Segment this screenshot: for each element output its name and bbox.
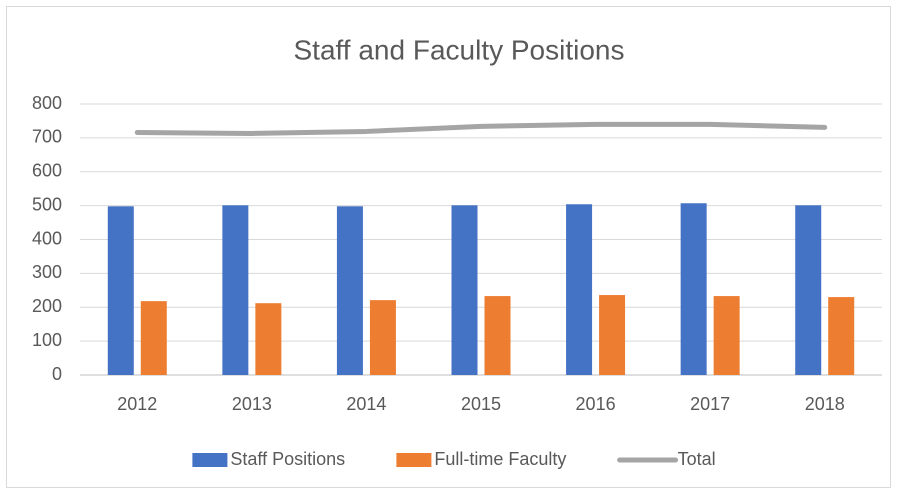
legend-label: Total [678,449,716,469]
legend-swatch [192,453,228,467]
y-tick-label: 0 [52,364,62,384]
bar [713,296,740,375]
y-tick-label: 200 [32,296,62,316]
y-tick-label: 600 [32,161,62,181]
bar [566,204,593,375]
x-tick-label: 2015 [461,394,501,414]
y-tick-label: 500 [32,194,62,214]
x-tick-label: 2016 [576,394,616,414]
chart-border [6,6,891,488]
bar [222,205,249,375]
y-tick-label: 300 [32,262,62,282]
legend-swatch [396,453,432,467]
legend-label: Staff Positions [230,449,345,469]
bar [336,206,363,375]
bar [828,297,855,375]
bar [795,205,822,375]
bar [255,303,282,375]
bar [107,206,134,375]
x-tick-label: 2012 [117,394,157,414]
x-tick-label: 2014 [346,394,386,414]
x-tick-label: 2018 [805,394,845,414]
y-tick-label: 700 [32,127,62,147]
x-tick-label: 2017 [690,394,730,414]
bar [369,300,396,375]
bar [140,301,167,375]
legend-label: Full-time Faculty [434,449,566,469]
bar [599,295,626,375]
line [134,121,828,136]
bar [680,203,707,375]
y-tick-label: 400 [32,228,62,248]
bar [484,296,511,375]
x-tick-label: 2013 [232,394,272,414]
y-tick-label: 800 [32,93,62,113]
chart-title: Staff and Faculty Positions [294,34,625,65]
y-tick-label: 100 [32,330,62,350]
bar [451,205,478,375]
